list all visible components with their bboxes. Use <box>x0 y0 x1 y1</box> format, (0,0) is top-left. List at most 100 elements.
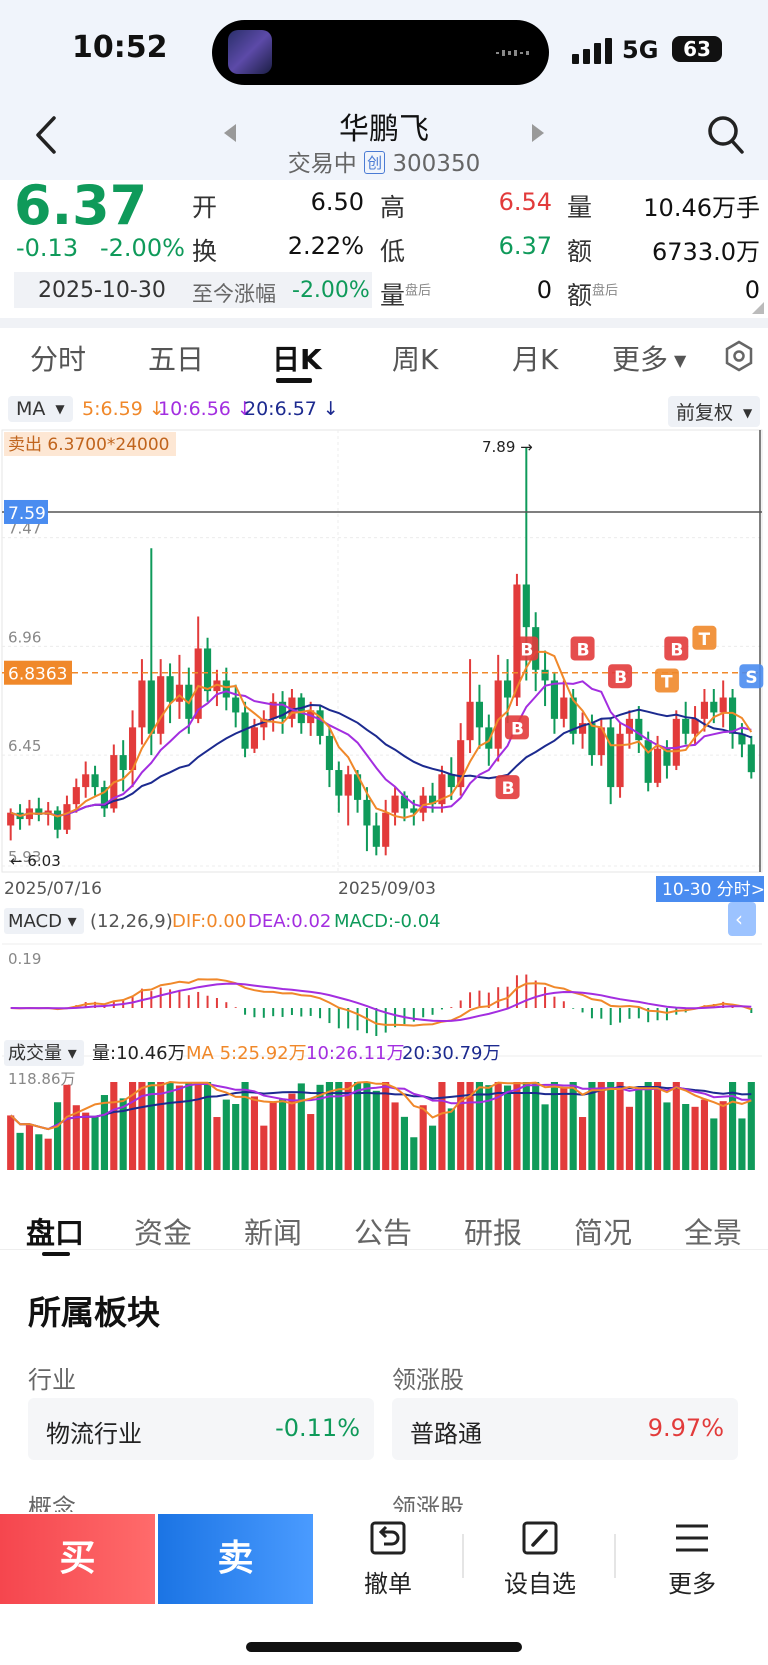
volume-bar <box>532 1082 540 1170</box>
tab-intraday[interactable]: 分时 <box>30 343 87 376</box>
search-icon[interactable] <box>706 114 746 156</box>
tab-more[interactable]: 更多 ▼ <box>612 343 687 376</box>
max-price-label: 7.89 → <box>482 438 533 456</box>
turnover-value: 2.22% <box>287 232 364 260</box>
trade-marker <box>654 668 679 693</box>
candle-body <box>157 676 165 734</box>
volume-bar <box>260 1125 268 1170</box>
volume-bar <box>607 1082 615 1170</box>
candle-body <box>607 727 615 788</box>
next-stock-icon[interactable] <box>532 124 544 142</box>
volume-ma5-line <box>10 1080 752 1131</box>
active-tab-indicator <box>276 378 312 383</box>
candle-body <box>279 701 287 719</box>
volume-bar <box>579 1117 587 1170</box>
tab-news[interactable]: 新闻 <box>244 1216 303 1250</box>
amount-value: 6733.0万 <box>652 238 760 266</box>
trading-status: 交易中 <box>287 151 357 177</box>
after-hours-volume: 0 <box>536 276 552 304</box>
volume-bar <box>522 1082 530 1170</box>
industry-card[interactable]: 物流行业 -0.11% <box>28 1398 374 1460</box>
adjust-selector[interactable]: 前复权 ▼ <box>668 396 761 427</box>
candle-body <box>475 701 483 728</box>
stock-name: 华鹏飞 <box>339 112 429 147</box>
price-change: -0.13 <box>16 234 79 262</box>
tab-daily-k[interactable]: 日K <box>272 343 322 376</box>
volume-bar <box>100 1095 108 1170</box>
leader-card[interactable]: 普路通 9.97% <box>392 1398 738 1460</box>
candle-body <box>335 770 343 796</box>
volume-indicator: 成交量 ▾ <box>8 1043 77 1064</box>
amount-label: 额 <box>567 237 593 266</box>
volume-bar <box>269 1102 277 1170</box>
volume-bar <box>710 1118 718 1170</box>
prev-stock-icon[interactable] <box>224 124 236 142</box>
stock-header <box>0 100 768 180</box>
candle-body <box>175 684 183 702</box>
ytd-value: -2.00% <box>292 278 370 303</box>
candle-body <box>410 808 418 813</box>
expand-corner-icon[interactable] <box>752 302 764 314</box>
tab-pankou[interactable]: 盘口 <box>26 1216 85 1250</box>
tab-weekly-k[interactable]: 周K <box>392 343 439 376</box>
candle-body <box>663 748 671 766</box>
volume-bar <box>44 1138 52 1170</box>
main-chart-frame <box>1 429 763 873</box>
trade-marker-label: B <box>670 640 683 660</box>
candle-body <box>654 748 662 783</box>
add-watchlist-label: 设自选 <box>504 1570 576 1598</box>
candle-body <box>682 718 690 734</box>
volume-bar <box>597 1082 605 1170</box>
ma-selector[interactable]: MA ▼ <box>8 396 73 422</box>
trade-marker <box>739 664 764 689</box>
tab-monthly-k[interactable]: 月K <box>512 343 559 376</box>
volume-bar <box>354 1082 362 1170</box>
industry-label: 行业 <box>28 1366 76 1394</box>
volume-bar <box>447 1108 455 1170</box>
tab-research[interactable]: 研报 <box>464 1216 523 1250</box>
tab-announcements[interactable]: 公告 <box>354 1216 413 1250</box>
volume-bar <box>457 1082 465 1170</box>
volume-value: 量:10.46万 <box>92 1043 186 1064</box>
add-watchlist-button[interactable]: 设自选 <box>480 1520 600 1599</box>
industry-name: 物流行业 <box>46 1420 142 1448</box>
volume-selector <box>4 1040 84 1066</box>
tab-profile[interactable]: 简况 <box>574 1216 633 1250</box>
candle-body <box>738 733 746 745</box>
volume-bar <box>419 1105 427 1170</box>
tab-five-day[interactable]: 五日 <box>148 343 205 376</box>
candle-body <box>560 697 568 719</box>
open-value: 6.50 <box>310 188 364 216</box>
stock-subtitle: 交易中 创 300350 <box>0 144 768 178</box>
volume-bar <box>729 1082 737 1170</box>
more-button[interactable]: 更多 <box>632 1520 752 1599</box>
y-tick-label: 7.47 <box>8 520 41 538</box>
tab-funds[interactable]: 资金 <box>134 1216 193 1250</box>
y-tick-label: 5.93 <box>8 848 41 866</box>
sell-order-box <box>4 432 176 456</box>
volume-bar <box>691 1106 699 1170</box>
detail-tab-indicator <box>42 1252 70 1256</box>
cancel-order-button[interactable]: 撤单 <box>328 1520 448 1599</box>
sell-button[interactable]: 卖 <box>158 1514 313 1604</box>
candle-body <box>616 733 624 788</box>
candle-body <box>597 727 605 756</box>
volume-bar <box>485 1085 493 1170</box>
candle-body <box>119 755 127 771</box>
tab-overview[interactable]: 全景 <box>684 1216 743 1250</box>
settings-hexagon-icon[interactable] <box>724 340 754 372</box>
candle-body <box>625 718 633 734</box>
candle-body <box>204 648 212 692</box>
volume-label: 量 <box>567 193 593 222</box>
volume-bar <box>644 1082 652 1170</box>
candle-body <box>382 812 390 847</box>
volume-ytop: 118.86万 <box>8 1070 76 1088</box>
trade-marker <box>664 636 689 661</box>
volume-bar <box>654 1082 662 1170</box>
trade-marker <box>692 625 717 650</box>
back-icon[interactable] <box>30 112 64 158</box>
candle-body <box>466 701 474 741</box>
volume-bar <box>138 1082 146 1170</box>
kline-chart[interactable]: 7.47 6.96 6.45 5.93 7.59 6.8363 卖出 6.3700*2400… <box>0 428 768 1172</box>
buy-button[interactable]: 买 <box>0 1514 155 1604</box>
